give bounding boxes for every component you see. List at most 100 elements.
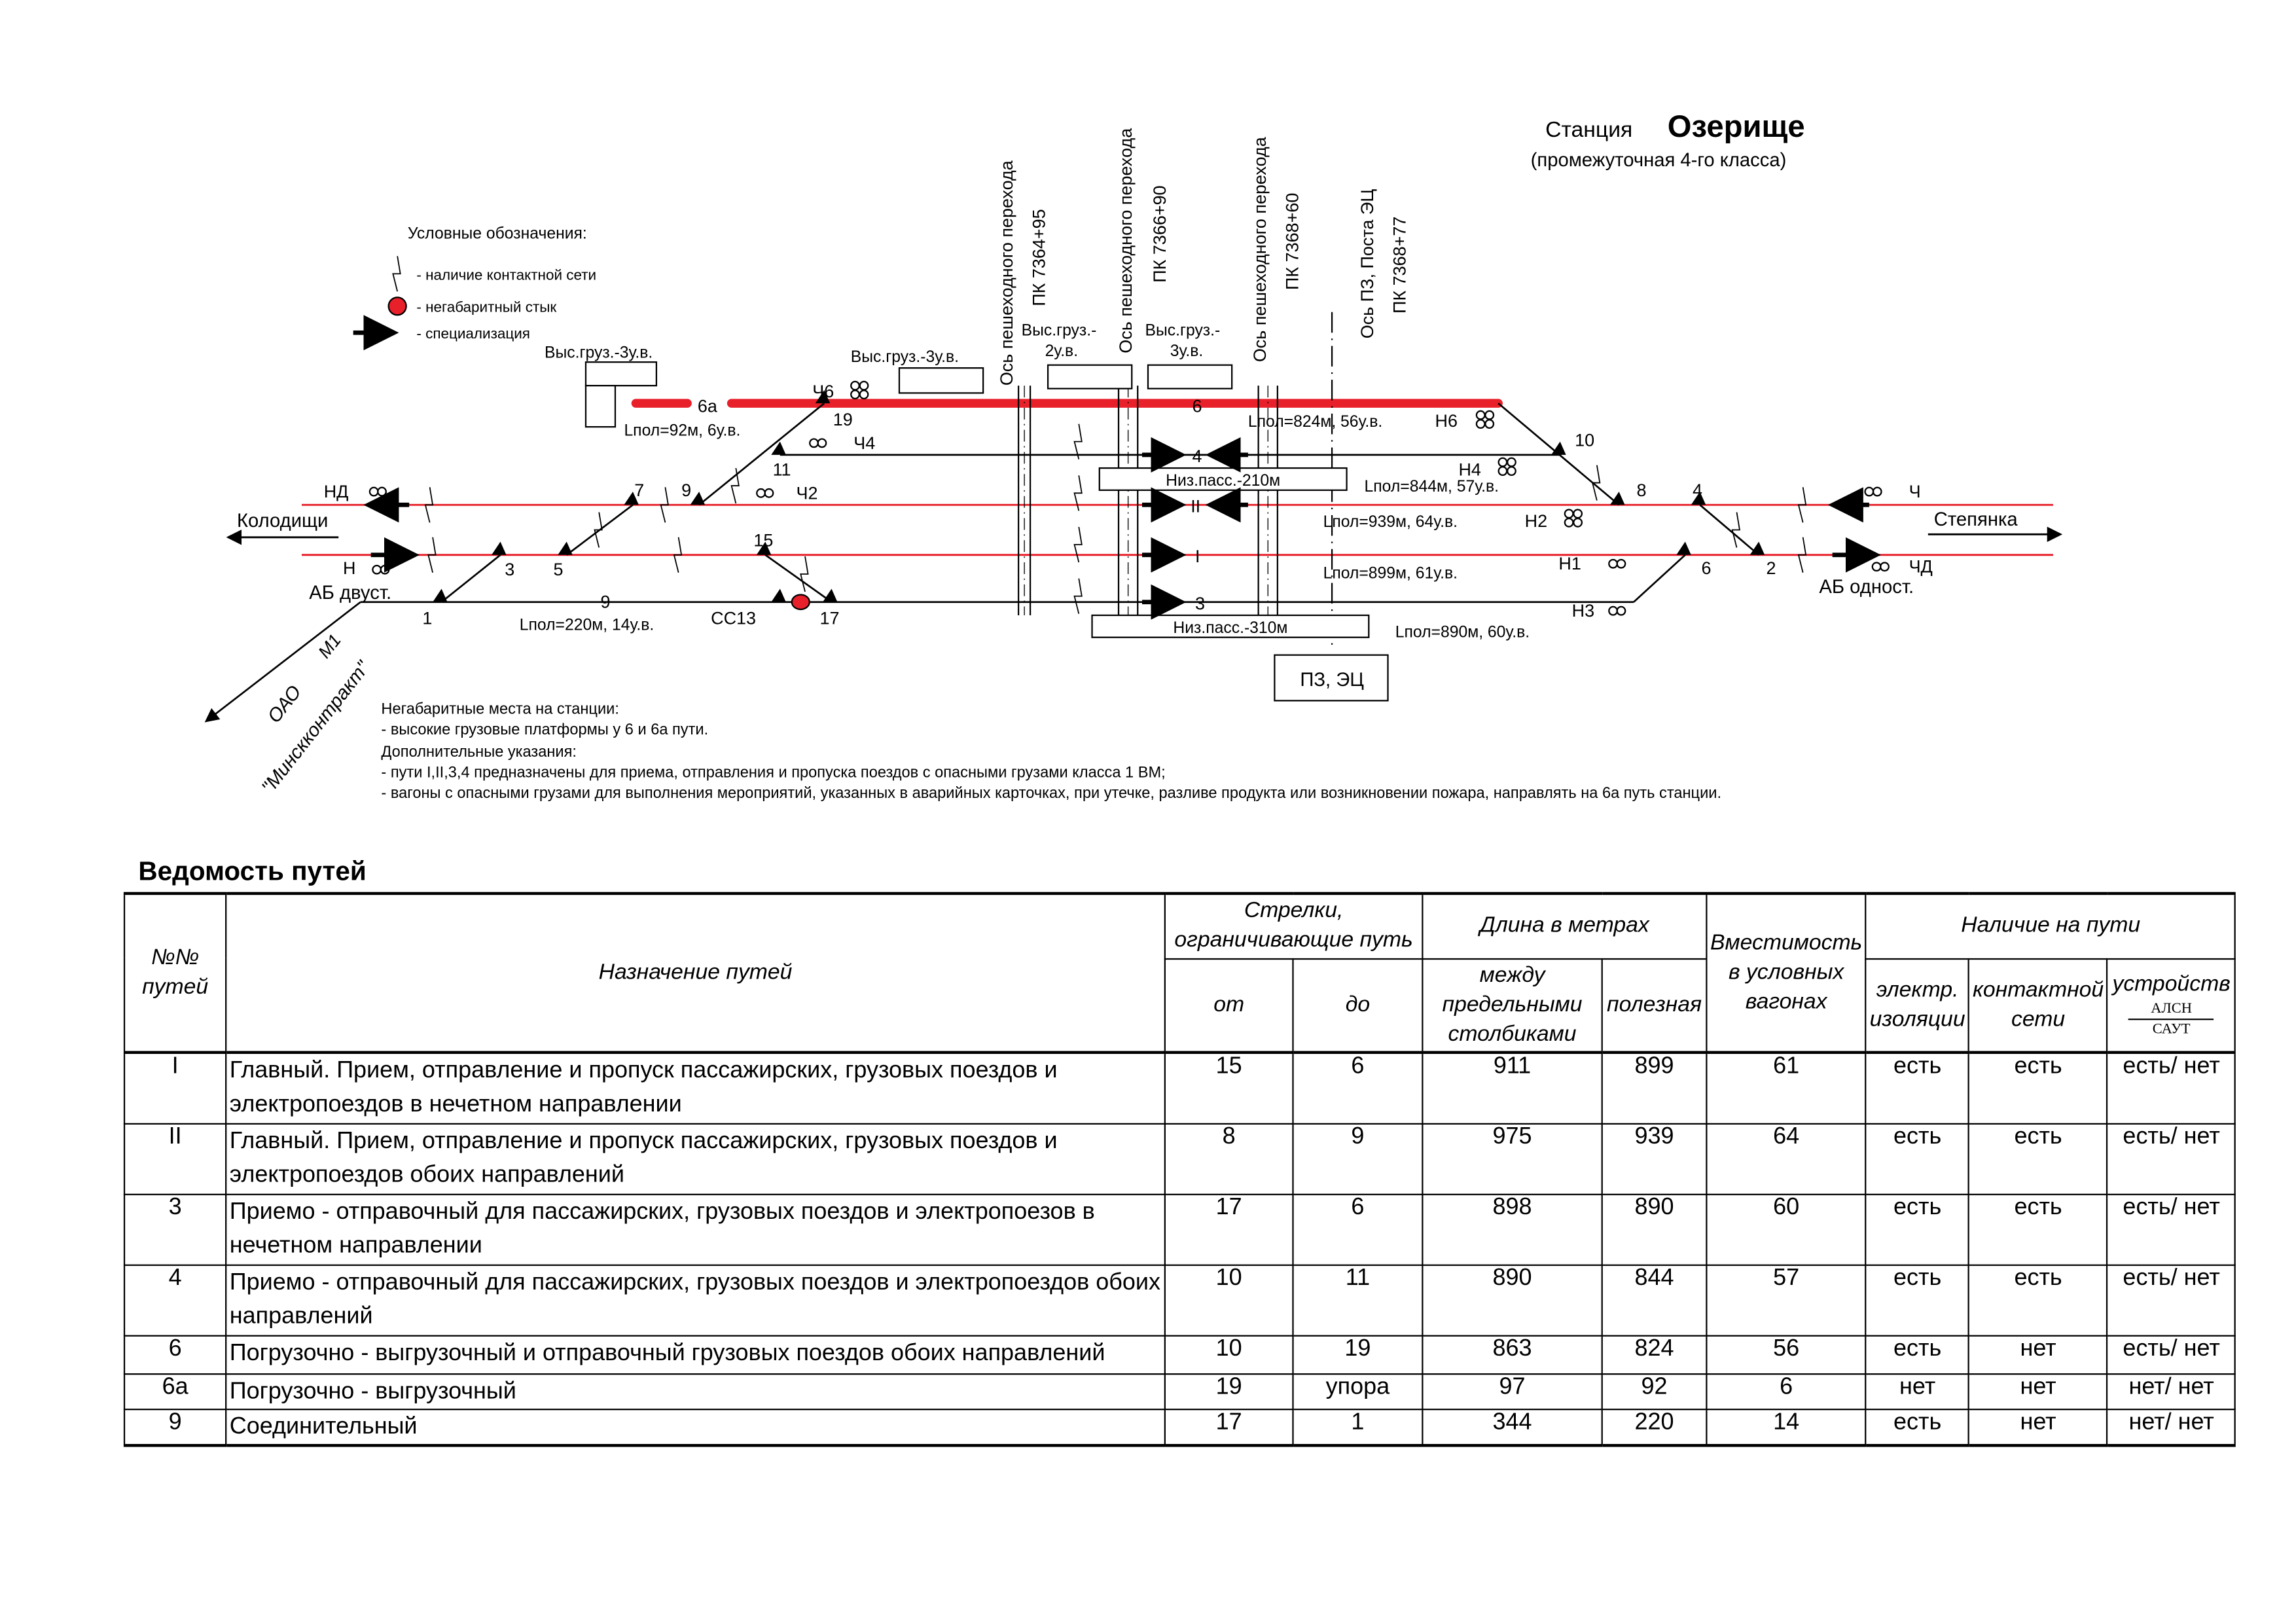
signal-lamp-icon <box>1564 517 1574 528</box>
cargo-platform <box>1147 364 1233 389</box>
diagram-label: Lпол=220м, 14у.в. <box>520 616 654 634</box>
title-prefix: Станция <box>1545 117 1632 142</box>
table-row: 4 Приемо - отправочный для пассажирских, … <box>123 1263 2236 1336</box>
cell-alsn-saut: нет/ нет <box>2106 1407 2236 1447</box>
cargo-platform <box>584 361 658 387</box>
header-useful: полезная <box>1601 957 1708 1053</box>
cell-track-num: 9 <box>123 1407 227 1447</box>
cell-track-purpose: Приемо - отправочный для пассажирских, г… <box>225 1263 1166 1336</box>
diagram-label: Lпол=890м, 60у.в. <box>1395 624 1530 641</box>
cell-length-between: 898 <box>1422 1193 1603 1265</box>
crossing-label: Ось ПЗ, Поста ЭЦ <box>1357 189 1377 338</box>
header-length: Длина в метрах <box>1422 892 1708 960</box>
tracks-table: №№ путей Назначение путей Стрелки, огран… <box>123 892 2236 1447</box>
diagram-label: СС13 <box>711 608 756 628</box>
cell-switch-to: 6 <box>1292 1193 1424 1265</box>
switch-point-icon <box>1691 492 1706 505</box>
note-line: - вагоны с опасными грузами для выполнен… <box>381 784 1722 803</box>
diagram-label: 6 <box>1192 397 1202 416</box>
diagram-label: Выс.груз.-3у.в. <box>851 348 959 366</box>
signal-lamp-icon <box>1498 466 1508 477</box>
crossing-label: ПК 7368+77 <box>1390 217 1410 314</box>
cell-track-purpose: Погрузочно - выгрузочный и отправочный г… <box>225 1334 1166 1375</box>
switch-9-19 <box>698 403 825 506</box>
table-row: 6а Погрузочно - выгрузочный 19 упора 97 92 6 не… <box>123 1372 2236 1410</box>
header-devices: устройств АЛСН САУТ <box>2106 957 2236 1053</box>
legend-title: Условные обозначения: <box>408 225 587 242</box>
cell-track-purpose: Главный. Прием, отправление и пропуск па… <box>225 1122 1166 1195</box>
cell-catenary: есть <box>1968 1193 2108 1265</box>
signal-lamp-icon <box>1871 562 1882 572</box>
diagram-label: 15 <box>753 530 773 550</box>
diagram-label: Ч4 <box>853 433 875 453</box>
diagram-label: 10 <box>1575 430 1594 450</box>
switch-6 <box>1633 554 1686 603</box>
diagram-label: 11 <box>773 460 791 479</box>
cargo-platform <box>584 385 617 428</box>
diagram-label: Н3 <box>1572 601 1594 621</box>
cell-length-useful: 824 <box>1601 1334 1708 1375</box>
oversize-joint-icon <box>791 594 810 611</box>
table-title: Ведомость путей <box>138 856 367 886</box>
diagram-label: Выс.груз.- <box>1022 322 1097 340</box>
diagram-label: I <box>1195 547 1200 566</box>
cell-switch-from: 15 <box>1164 1051 1294 1124</box>
table-row: 9 Соединительный 17 1 344 220 14 есть нет нет/ не… <box>123 1407 2236 1447</box>
cell-switch-to: 9 <box>1292 1122 1424 1195</box>
branch-line <box>204 601 361 723</box>
diagram-label: Н6 <box>1435 411 1457 431</box>
switch-point-icon <box>771 588 786 602</box>
cell-catenary: есть <box>1968 1051 2108 1124</box>
cell-switch-to: 1 <box>1292 1407 1424 1447</box>
diagram-label: 8 <box>1637 480 1647 500</box>
cell-length-useful: 92 <box>1601 1372 1708 1410</box>
diagram-label: 3у.в. <box>1170 342 1204 360</box>
cell-catenary: нет <box>1968 1334 2108 1375</box>
cell-alsn-saut: есть/ нет <box>2106 1193 2236 1265</box>
cell-track-num: 6а <box>123 1372 227 1410</box>
header-switches: Стрелки, ограничивающие путь <box>1164 892 1424 960</box>
diagram-label: АБ двуст. <box>309 583 391 604</box>
diagram-label: 19 <box>833 410 853 429</box>
signal-lamp-icon <box>850 380 860 391</box>
cell-length-useful: 844 <box>1601 1263 1708 1336</box>
contact-network-icon <box>424 487 434 523</box>
signal-lamp-icon <box>1616 605 1626 616</box>
cell-length-between: 890 <box>1422 1263 1603 1336</box>
cell-length-between: 344 <box>1422 1407 1603 1447</box>
cell-track-purpose: Приемо - отправочный для пассажирских, г… <box>225 1193 1166 1265</box>
cell-alsn-saut: есть/ нет <box>2106 1122 2236 1195</box>
cell-capacity: 14 <box>1706 1407 1867 1447</box>
switch-point-icon <box>1676 541 1691 555</box>
contact-network-icon <box>392 256 401 292</box>
platform-label: Низ.пасс.-310м <box>1173 619 1287 637</box>
diagram-label: Lпол=844м, 57у.в. <box>1365 478 1499 496</box>
diagram-label: 1 <box>422 608 432 628</box>
contact-network-icon <box>594 512 603 548</box>
oversize-joint-icon <box>387 297 407 316</box>
diagram-label: 3 <box>505 560 514 579</box>
contact-network-icon <box>1073 475 1083 511</box>
cell-switch-to: 19 <box>1292 1334 1424 1375</box>
switch-point-icon <box>690 492 706 505</box>
signal-lamp-icon <box>1506 466 1516 477</box>
diagram-label: Lпол=824м, 56у.в. <box>1248 413 1382 431</box>
switch-point-icon <box>1551 441 1566 455</box>
branch-label: ОАО <box>264 682 306 727</box>
signal-lamp-icon <box>1573 517 1583 528</box>
diagram-label: НД <box>324 482 349 501</box>
signal-lamp-icon <box>1608 605 1618 616</box>
header-insulation: электр. изоляции <box>1865 957 1970 1053</box>
note-line: Дополнительные указания: <box>381 742 577 761</box>
header-presence: Наличие на пути <box>1865 892 2236 960</box>
contact-network-icon <box>1073 424 1083 460</box>
crossing-label: ПК 7364+95 <box>1030 209 1049 306</box>
cell-alsn-saut: нет/ нет <box>2106 1372 2236 1410</box>
cell-switch-from: 19 <box>1164 1372 1294 1410</box>
cell-track-purpose: Погрузочно - выгрузочный <box>225 1372 1166 1410</box>
cell-alsn-saut: есть/ нет <box>2106 1051 2236 1124</box>
crossing-label: ПК 7368+60 <box>1282 193 1302 290</box>
station-subtitle: (промежуточная 4-го класса) <box>1531 150 1787 171</box>
diagram-label: Ч6 <box>812 382 834 401</box>
diagram-label: 2у.в. <box>1045 342 1079 360</box>
